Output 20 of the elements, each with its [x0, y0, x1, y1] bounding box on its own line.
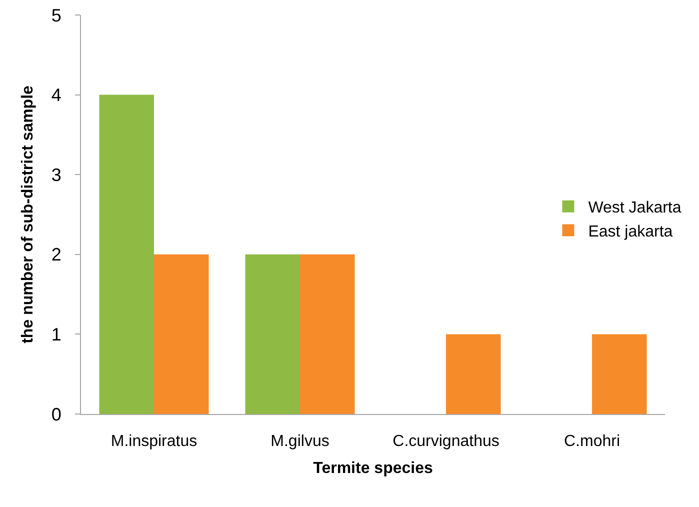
y-tick-label: 3: [51, 164, 62, 185]
bar: [154, 254, 209, 414]
bar: [592, 334, 647, 414]
y-tick-label: 4: [51, 85, 62, 106]
x-tick-label: C.mohri: [564, 433, 620, 450]
bar: [245, 254, 300, 414]
x-axis-title: Termite species: [313, 460, 433, 477]
y-tick-label: 1: [51, 324, 62, 344]
x-tick-label: M.gilvus: [270, 433, 330, 450]
y-tick-label: 0: [51, 404, 62, 424]
x-tick-label: C.curvignathus: [392, 433, 500, 450]
legend-label: East jakarta: [588, 223, 673, 240]
bar: [446, 334, 501, 414]
y-axis-title: the number of sub-district sample: [19, 85, 36, 344]
x-tick-label: M.inspiratus: [110, 433, 198, 450]
y-tick-label: 2: [51, 244, 62, 265]
bar: [300, 254, 355, 414]
bar: [99, 94, 154, 414]
y-tick-label: 5: [51, 5, 62, 26]
legend-label: West Jakarta: [588, 200, 682, 217]
